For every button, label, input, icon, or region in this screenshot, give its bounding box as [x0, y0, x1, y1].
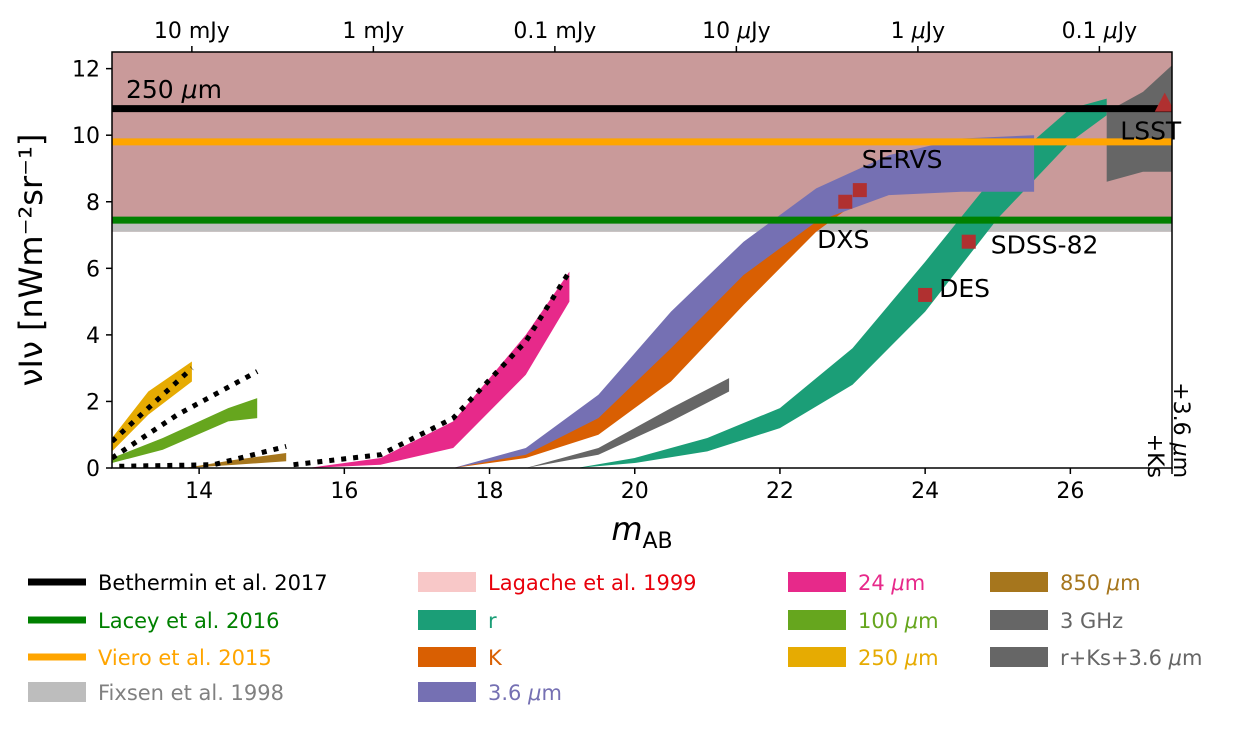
legend-swatch-r-ks-3-6-um	[990, 647, 1048, 667]
legend-label-3-ghz: 3 GHz	[1060, 609, 1123, 633]
marker-label-dxs: DXS	[817, 225, 869, 254]
legend-swatch-24-um	[788, 572, 846, 592]
legend-label-k: K	[488, 646, 503, 670]
x-tick-label-extra-1: +Ks	[1142, 434, 1167, 478]
legend-swatch-250-um	[788, 647, 846, 667]
x-tick-label-extra-0: +3.6 μm	[1168, 382, 1193, 478]
legend-label-3-6-um: 3.6 μm	[488, 681, 562, 705]
legend-swatch-lagache-et-al-1999	[418, 572, 476, 592]
legend-swatch-fixsen-et-al-1998	[28, 682, 86, 702]
legend: Bethermin et al. 2017 Lacey et al. 2016 Vi…	[28, 571, 1202, 705]
legend-label-r-ks-3-6-um: r+Ks+3.6 μm	[1060, 646, 1202, 670]
y-tick-label: 2	[86, 390, 100, 415]
top-tick-label: 1 μJy	[891, 19, 946, 44]
legend-label-viero-et-al-2015: Viero et al. 2015	[98, 646, 272, 670]
series-250-um	[112, 361, 192, 452]
top-tick-label: 0.1 μJy	[1062, 19, 1138, 44]
series-r	[576, 98, 1107, 468]
marker-des	[918, 287, 933, 302]
legend-swatch-850-um	[990, 572, 1048, 592]
legend-label-r: r	[488, 609, 497, 633]
legend-label-850-um: 850 μm	[1060, 571, 1141, 595]
y-tick-label: 0	[86, 457, 100, 482]
legend-label-bethermin-et-al-2017: Bethermin et al. 2017	[98, 571, 328, 595]
dotted-line-2	[119, 443, 287, 468]
legend-label-lagache-et-al-1999: Lagache et al. 1999	[488, 571, 697, 595]
marker-dxs	[838, 194, 853, 209]
marker-sdss-82	[961, 234, 976, 249]
series-24-um	[308, 271, 570, 468]
marker-servs	[852, 183, 867, 198]
series-r-ks-3-6-um	[1106, 65, 1172, 182]
marker-label-servs: SERVS	[862, 145, 943, 174]
band-fixsen-et-al-1998	[112, 223, 1172, 232]
dotted-line-0	[112, 366, 194, 444]
legend-label-fixsen-et-al-1998: Fixsen et al. 1998	[98, 681, 284, 705]
y-tick-label: 6	[86, 257, 100, 282]
axes-frame	[111, 51, 1173, 469]
legend-swatch-3-6-um	[418, 682, 476, 702]
top-tick-label: 10 mJy	[154, 19, 230, 44]
legend-label-100-um: 100 μm	[858, 609, 939, 633]
top-tick-label: 0.1 mJy	[513, 19, 596, 44]
y-tick-label: 4	[86, 324, 100, 349]
marker-label-des: DES	[939, 274, 990, 303]
x-tick-label: 18	[476, 479, 504, 504]
legend-swatch-100-um	[788, 610, 846, 630]
legend-swatch-r	[418, 610, 476, 630]
marker-label-sdss-82: SDSS-82	[991, 231, 1099, 260]
series-850-um	[184, 453, 287, 468]
top-tick-label: 10 μJy	[702, 19, 771, 44]
x-tick-label: 22	[766, 479, 794, 504]
x-tick-label: 14	[185, 479, 213, 504]
legend-swatch-k	[418, 647, 476, 667]
y-tick-label: 8	[86, 191, 100, 216]
x-tick-label: 24	[911, 479, 939, 504]
legend-label-24-um: 24 μm	[858, 571, 925, 595]
series-100-um	[112, 398, 258, 463]
panel-label: 250 μm	[126, 75, 222, 104]
legend-label-250-um: 250 μm	[858, 646, 939, 670]
x-axis-label: mAB	[611, 510, 672, 554]
dotted-line-1	[112, 369, 259, 461]
y-tick-label: 10	[72, 124, 100, 149]
marker-lsst	[1154, 92, 1172, 112]
y-axis-label: νIν [nWm⁻²sr⁻¹]	[12, 134, 50, 387]
legend-label-lacey-et-al-2016: Lacey et al. 2016	[98, 609, 279, 633]
y-tick-label: 12	[72, 58, 100, 83]
plot-inner	[112, 52, 1172, 468]
x-tick-label: 20	[621, 479, 649, 504]
x-tick-label: 26	[1056, 479, 1084, 504]
x-tick-label: 16	[330, 479, 358, 504]
top-tick-label: 1 mJy	[342, 19, 404, 44]
legend-swatch-3-ghz	[990, 610, 1048, 630]
series-3-6-um	[453, 135, 1035, 468]
dotted-line-3	[293, 270, 572, 468]
